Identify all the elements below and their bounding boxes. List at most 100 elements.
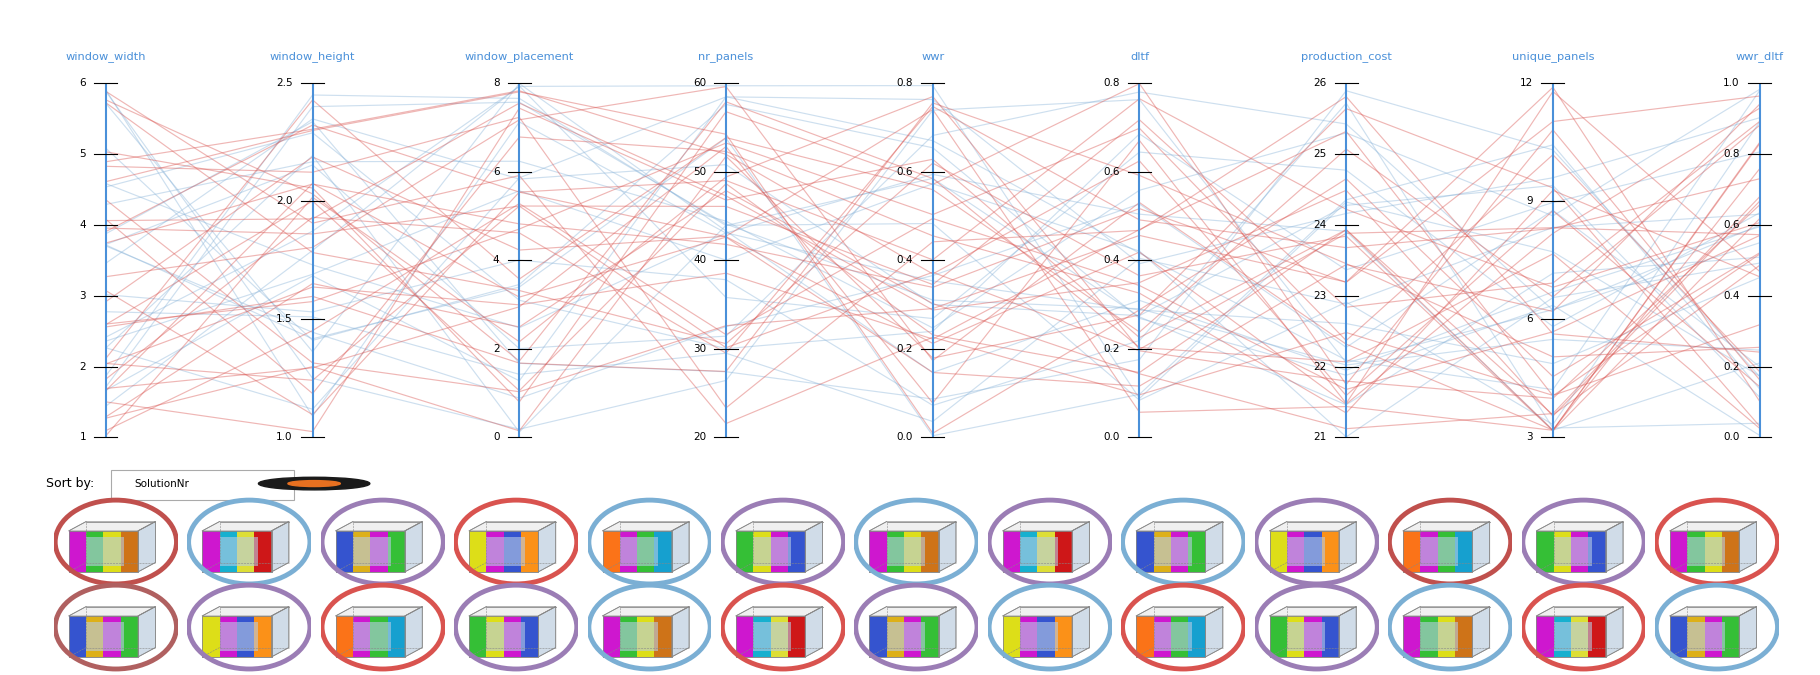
Text: wwr: wwr — [921, 52, 945, 62]
Text: 1.5: 1.5 — [277, 315, 293, 324]
FancyBboxPatch shape — [111, 470, 295, 500]
Polygon shape — [1003, 607, 1090, 616]
Polygon shape — [1420, 622, 1458, 651]
Text: 22: 22 — [1312, 362, 1327, 371]
Text: 30: 30 — [693, 344, 706, 354]
Polygon shape — [1136, 616, 1154, 657]
Text: 2: 2 — [80, 362, 86, 371]
Polygon shape — [104, 531, 120, 572]
Polygon shape — [1072, 607, 1090, 657]
Polygon shape — [353, 622, 391, 651]
Polygon shape — [220, 531, 237, 572]
Polygon shape — [1687, 616, 1705, 657]
Polygon shape — [1003, 531, 1072, 572]
Polygon shape — [1270, 531, 1340, 572]
Polygon shape — [237, 531, 255, 572]
Polygon shape — [1571, 616, 1589, 657]
Polygon shape — [870, 531, 886, 572]
Polygon shape — [470, 531, 539, 572]
Polygon shape — [369, 531, 388, 572]
Text: 6: 6 — [80, 78, 86, 88]
Text: 0.2: 0.2 — [897, 344, 914, 354]
Polygon shape — [1403, 531, 1472, 572]
Text: 0.4: 0.4 — [1724, 291, 1740, 301]
Polygon shape — [1589, 531, 1605, 572]
Polygon shape — [655, 531, 672, 572]
Polygon shape — [1403, 607, 1489, 616]
Polygon shape — [1687, 622, 1725, 651]
Polygon shape — [1205, 522, 1223, 572]
Polygon shape — [1019, 537, 1057, 566]
Polygon shape — [1671, 607, 1756, 616]
Polygon shape — [1136, 531, 1205, 572]
Polygon shape — [69, 616, 86, 657]
Text: wwr_dltf: wwr_dltf — [1736, 51, 1784, 62]
Polygon shape — [202, 522, 289, 531]
Polygon shape — [202, 616, 271, 657]
Polygon shape — [470, 522, 555, 531]
Polygon shape — [1056, 531, 1072, 572]
Polygon shape — [1019, 616, 1037, 657]
Polygon shape — [1554, 537, 1592, 566]
Polygon shape — [1536, 607, 1623, 616]
Text: 3: 3 — [1527, 433, 1532, 442]
Polygon shape — [353, 537, 391, 566]
Polygon shape — [1019, 622, 1057, 651]
Text: 0.4: 0.4 — [1103, 255, 1119, 265]
Text: 40: 40 — [693, 255, 706, 265]
Polygon shape — [621, 622, 659, 651]
Polygon shape — [1287, 537, 1325, 566]
Text: v: v — [277, 481, 282, 491]
Polygon shape — [486, 616, 504, 657]
Polygon shape — [1705, 616, 1722, 657]
Polygon shape — [521, 616, 539, 657]
Polygon shape — [672, 522, 690, 572]
Text: unique_panels: unique_panels — [1512, 51, 1594, 62]
Polygon shape — [1536, 616, 1554, 657]
Polygon shape — [86, 622, 124, 651]
Polygon shape — [1305, 531, 1321, 572]
Text: dltf: dltf — [1130, 52, 1148, 62]
Polygon shape — [353, 531, 369, 572]
Polygon shape — [621, 531, 637, 572]
Polygon shape — [504, 616, 521, 657]
Polygon shape — [1403, 616, 1472, 657]
Polygon shape — [1605, 522, 1623, 572]
Polygon shape — [905, 616, 921, 657]
Polygon shape — [86, 531, 104, 572]
Polygon shape — [486, 531, 504, 572]
Polygon shape — [69, 522, 155, 531]
Polygon shape — [1270, 616, 1287, 657]
Polygon shape — [220, 622, 258, 651]
Polygon shape — [335, 607, 422, 616]
Polygon shape — [1420, 616, 1438, 657]
Polygon shape — [1188, 616, 1205, 657]
Polygon shape — [1403, 616, 1420, 657]
Polygon shape — [69, 531, 86, 572]
Text: 0.6: 0.6 — [897, 167, 914, 177]
Polygon shape — [388, 616, 406, 657]
Polygon shape — [788, 531, 804, 572]
Polygon shape — [335, 616, 406, 657]
Text: 6: 6 — [493, 167, 499, 177]
Polygon shape — [1321, 616, 1340, 657]
Text: window_height: window_height — [269, 51, 355, 62]
Polygon shape — [1003, 616, 1019, 657]
Polygon shape — [255, 616, 271, 657]
Polygon shape — [1305, 616, 1321, 657]
Polygon shape — [1019, 531, 1037, 572]
Polygon shape — [735, 616, 804, 657]
Polygon shape — [637, 616, 655, 657]
Polygon shape — [1037, 616, 1056, 657]
Polygon shape — [804, 607, 823, 657]
Polygon shape — [335, 616, 353, 657]
Polygon shape — [602, 616, 621, 657]
Polygon shape — [1554, 531, 1571, 572]
Text: 0.0: 0.0 — [1724, 433, 1740, 442]
Text: 26: 26 — [1312, 78, 1327, 88]
Polygon shape — [637, 531, 655, 572]
Polygon shape — [870, 531, 939, 572]
Polygon shape — [753, 531, 770, 572]
Text: 23: 23 — [1312, 291, 1327, 301]
Polygon shape — [905, 531, 921, 572]
